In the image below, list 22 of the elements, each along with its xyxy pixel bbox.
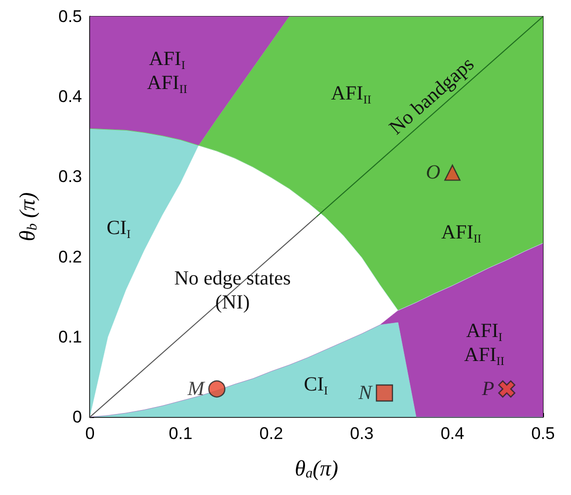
series-label: M <box>186 378 206 400</box>
point <box>376 384 394 402</box>
series-label: N <box>358 382 374 404</box>
series-label: O <box>426 162 440 184</box>
y-tick-label: 0.1 <box>58 327 82 346</box>
x-tick-label: 0.4 <box>440 424 464 443</box>
y-axis-title: θb (π) <box>14 192 40 242</box>
series-label: P <box>480 378 494 400</box>
x-tick-label: 0.5 <box>531 424 555 443</box>
y-tick-label: 0.3 <box>58 167 82 186</box>
point <box>444 164 460 181</box>
x-tick-label: 0.2 <box>259 424 284 443</box>
series-label: No edge states (NI) <box>174 267 292 314</box>
y-tick-label: 0.2 <box>58 247 82 266</box>
point <box>208 380 226 398</box>
y-tick-label: 0.5 <box>58 7 82 26</box>
x-tick-label: 0.3 <box>350 424 374 443</box>
y-tick-label: 0.4 <box>58 87 82 106</box>
x-tick-label: 0 <box>85 424 95 443</box>
x-tick-label: 0.1 <box>168 424 192 443</box>
y-tick-label: 0 <box>72 408 82 426</box>
point <box>498 380 516 398</box>
